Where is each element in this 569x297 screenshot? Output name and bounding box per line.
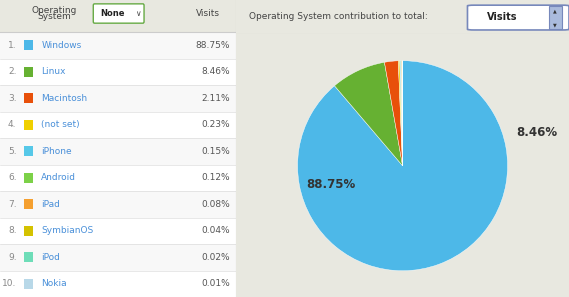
Wedge shape bbox=[335, 62, 402, 166]
Text: Nokia: Nokia bbox=[42, 279, 67, 288]
Bar bbox=[0, 191, 236, 217]
Bar bbox=[24, 40, 33, 50]
Text: 0.04%: 0.04% bbox=[201, 226, 230, 235]
Text: 0.02%: 0.02% bbox=[201, 253, 230, 262]
Text: 2.11%: 2.11% bbox=[201, 94, 230, 103]
Bar bbox=[24, 226, 33, 236]
Text: 6.: 6. bbox=[8, 173, 17, 182]
Text: Operating System contribution to total:: Operating System contribution to total: bbox=[249, 12, 428, 21]
Bar bbox=[24, 67, 33, 77]
Bar bbox=[0, 112, 236, 138]
Bar bbox=[0, 217, 236, 244]
Text: 2.: 2. bbox=[8, 67, 17, 76]
Text: SymbianOS: SymbianOS bbox=[42, 226, 93, 235]
Bar bbox=[24, 146, 33, 156]
Text: ▲: ▲ bbox=[553, 9, 557, 14]
Text: 88.75%: 88.75% bbox=[196, 41, 230, 50]
Bar bbox=[24, 93, 33, 103]
Text: 8.: 8. bbox=[8, 226, 17, 235]
Text: iPad: iPad bbox=[42, 200, 60, 209]
Text: Visits: Visits bbox=[488, 12, 518, 22]
Text: ▼: ▼ bbox=[553, 22, 557, 27]
Text: 5.: 5. bbox=[8, 147, 17, 156]
Bar bbox=[0, 85, 236, 112]
Bar bbox=[0, 244, 236, 271]
Text: Windows: Windows bbox=[42, 41, 81, 50]
Bar bbox=[24, 279, 33, 289]
Text: 0.01%: 0.01% bbox=[201, 279, 230, 288]
Text: Visits: Visits bbox=[196, 9, 220, 18]
Text: Android: Android bbox=[42, 173, 76, 182]
Bar bbox=[0, 165, 236, 191]
Text: 0.08%: 0.08% bbox=[201, 200, 230, 209]
Text: System: System bbox=[38, 12, 71, 21]
Bar bbox=[0, 0, 236, 32]
Text: 1.: 1. bbox=[8, 41, 17, 50]
Wedge shape bbox=[400, 61, 402, 166]
Text: Linux: Linux bbox=[42, 67, 66, 76]
Text: iPhone: iPhone bbox=[42, 147, 72, 156]
Wedge shape bbox=[401, 61, 402, 166]
Text: ∨: ∨ bbox=[135, 9, 140, 18]
Text: Macintosh: Macintosh bbox=[42, 94, 88, 103]
Wedge shape bbox=[398, 61, 402, 166]
Bar bbox=[24, 120, 33, 130]
Text: 3.: 3. bbox=[8, 94, 17, 103]
Text: 7.: 7. bbox=[8, 200, 17, 209]
Text: None: None bbox=[100, 9, 125, 18]
Text: 8.46%: 8.46% bbox=[516, 126, 557, 139]
Text: (not set): (not set) bbox=[42, 120, 80, 129]
Text: 0.12%: 0.12% bbox=[201, 173, 230, 182]
FancyBboxPatch shape bbox=[93, 4, 144, 23]
Text: 10.: 10. bbox=[2, 279, 17, 288]
Bar bbox=[24, 252, 33, 262]
Text: 9.: 9. bbox=[8, 253, 17, 262]
Text: 88.75%: 88.75% bbox=[307, 178, 356, 191]
Text: iPod: iPod bbox=[42, 253, 60, 262]
Wedge shape bbox=[298, 61, 508, 271]
Bar bbox=[24, 199, 33, 209]
Text: 0.23%: 0.23% bbox=[201, 120, 230, 129]
Text: 8.46%: 8.46% bbox=[201, 67, 230, 76]
Text: 4.: 4. bbox=[8, 120, 17, 129]
Bar bbox=[24, 173, 33, 183]
Wedge shape bbox=[385, 61, 402, 166]
Bar bbox=[0, 59, 236, 85]
FancyBboxPatch shape bbox=[468, 5, 569, 30]
Bar bbox=[549, 6, 562, 29]
Bar bbox=[0, 32, 236, 59]
Bar bbox=[0, 138, 236, 165]
Text: Operating: Operating bbox=[32, 6, 77, 15]
Text: 0.15%: 0.15% bbox=[201, 147, 230, 156]
Bar bbox=[0, 271, 236, 297]
